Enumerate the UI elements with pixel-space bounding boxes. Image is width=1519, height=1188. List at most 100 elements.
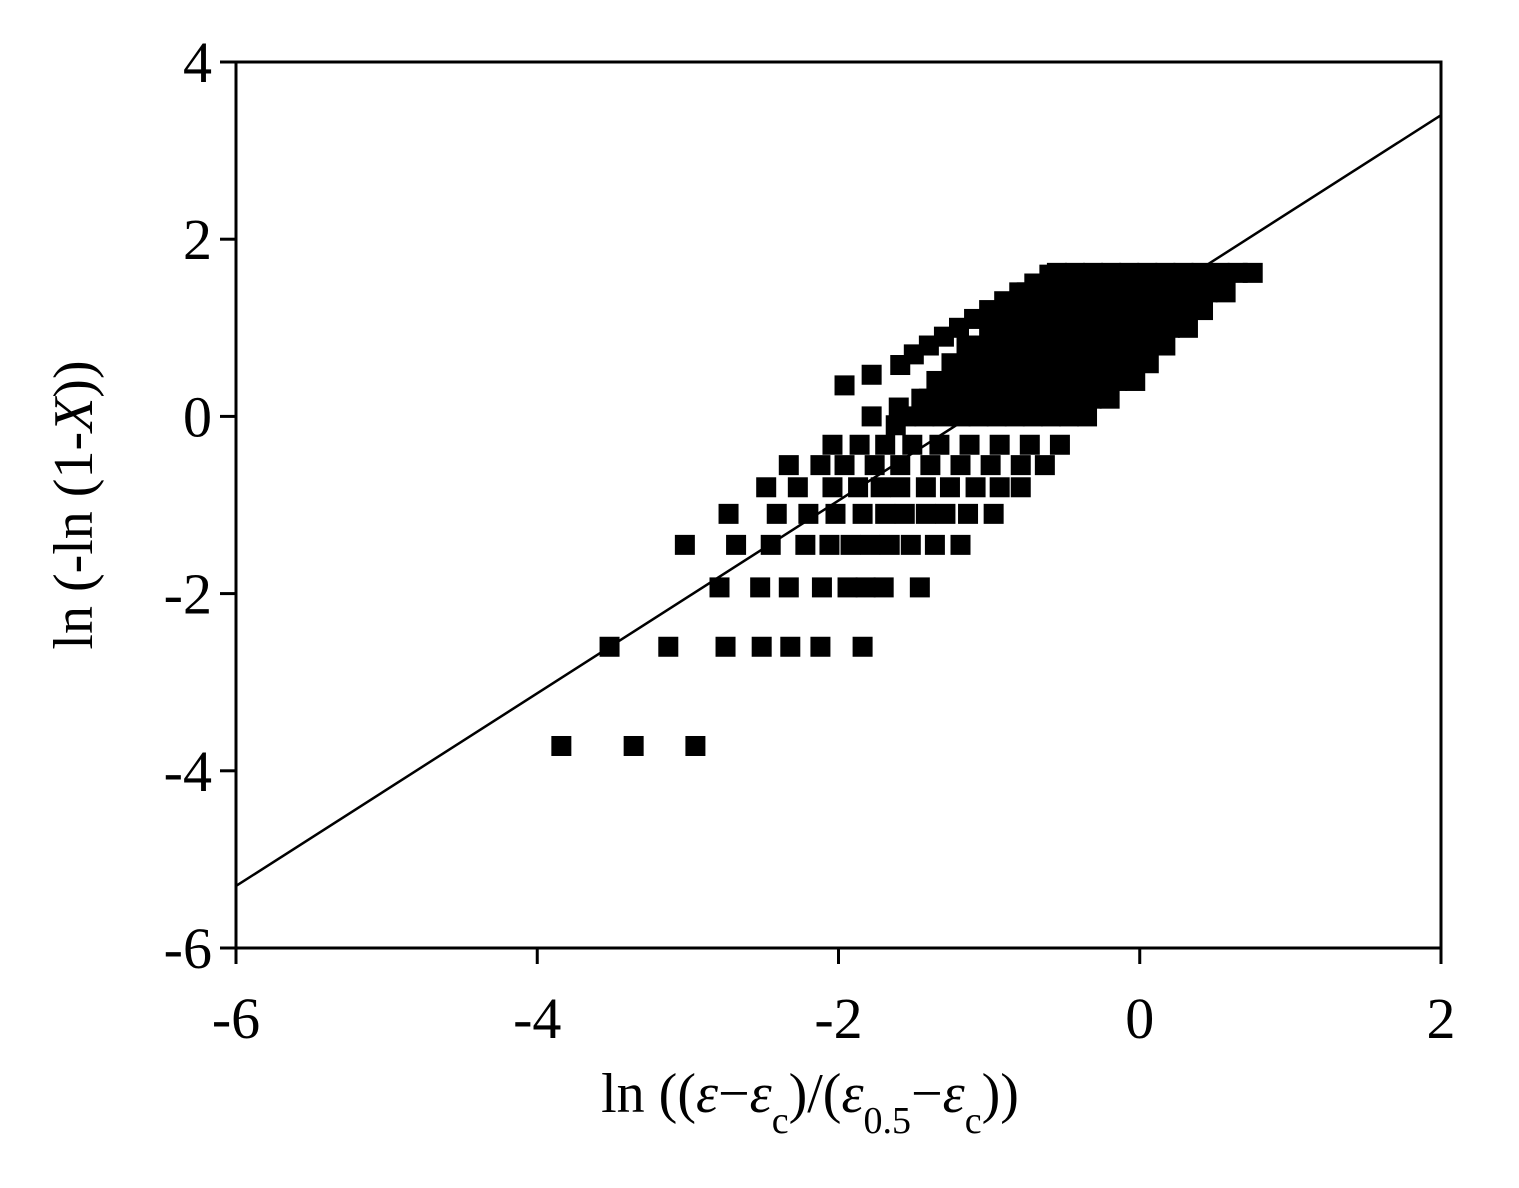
point [979,317,1000,338]
point [810,636,831,657]
point [875,434,896,455]
point [861,364,882,385]
y-axis-label: ln (-ln (1-X)) [43,360,105,649]
point [1010,477,1031,498]
point [989,477,1010,498]
point [983,503,1004,524]
point [756,477,777,498]
point [962,370,983,391]
point [1156,300,1177,321]
point [965,477,986,498]
point [623,735,644,756]
point [1119,262,1140,283]
point [1030,300,1051,321]
point [894,503,915,524]
point [778,455,799,476]
point [1123,317,1144,338]
point [879,534,900,555]
point [849,434,870,455]
point [950,406,971,427]
point [1137,262,1158,283]
y-tick-label: 0 [183,384,212,449]
point [1138,353,1159,374]
point [998,370,1019,391]
point [1155,335,1176,356]
point [1034,455,1055,476]
point [1104,353,1125,374]
point [950,534,971,555]
point [685,735,706,756]
point [1161,282,1182,303]
point [1084,300,1105,321]
fit-line [235,114,1442,888]
point [935,503,956,524]
point [715,636,736,657]
point [751,636,772,657]
point [936,388,957,409]
point [1193,300,1214,321]
point [834,455,855,476]
point [855,577,876,598]
x-tick-label: -2 [814,986,862,1051]
point [1155,262,1176,283]
point [1067,353,1088,374]
point [964,308,985,329]
point [915,477,936,498]
point [1019,434,1040,455]
x-tick-label: 2 [1427,986,1456,1051]
point [1010,335,1031,356]
point [1004,406,1025,427]
point [1215,282,1236,303]
point [1125,282,1146,303]
point [1009,282,1030,303]
point [1107,282,1128,303]
point [911,388,932,409]
label-part: ε [841,1063,864,1125]
point [658,636,679,657]
point [1242,262,1263,283]
point [941,353,962,374]
point [968,406,989,427]
point [1089,370,1110,391]
point [933,326,954,347]
point [1063,388,1084,409]
point [1045,388,1066,409]
point [994,291,1015,312]
point [949,317,969,338]
point [1120,300,1141,321]
point [1066,300,1087,321]
point [852,503,873,524]
point [890,355,911,376]
point [956,335,977,356]
point [1027,388,1048,409]
label-part: ln (( [601,1063,696,1125]
point [997,317,1018,338]
y-tick-label: -4 [164,739,212,804]
point [1048,300,1069,321]
point [885,415,906,436]
point [1179,282,1200,303]
point [1077,406,1098,427]
point [973,388,994,409]
label-part: )/( [789,1063,842,1125]
point [1024,273,1045,294]
point [980,455,1001,476]
point [995,353,1016,374]
point [1197,282,1218,303]
label-part: ε [696,1063,719,1125]
point [726,534,747,555]
point [1105,317,1126,338]
point [1177,317,1198,338]
x-tick-label: -4 [513,986,561,1051]
point [1071,282,1092,303]
point [902,434,923,455]
point [1064,262,1085,283]
label-part: − [718,1063,750,1125]
point [840,534,861,555]
x-tick-label: -6 [212,986,260,1051]
point [1191,262,1212,283]
label-part: c [965,1100,982,1142]
point [864,455,885,476]
point [958,503,979,524]
point [929,434,950,455]
